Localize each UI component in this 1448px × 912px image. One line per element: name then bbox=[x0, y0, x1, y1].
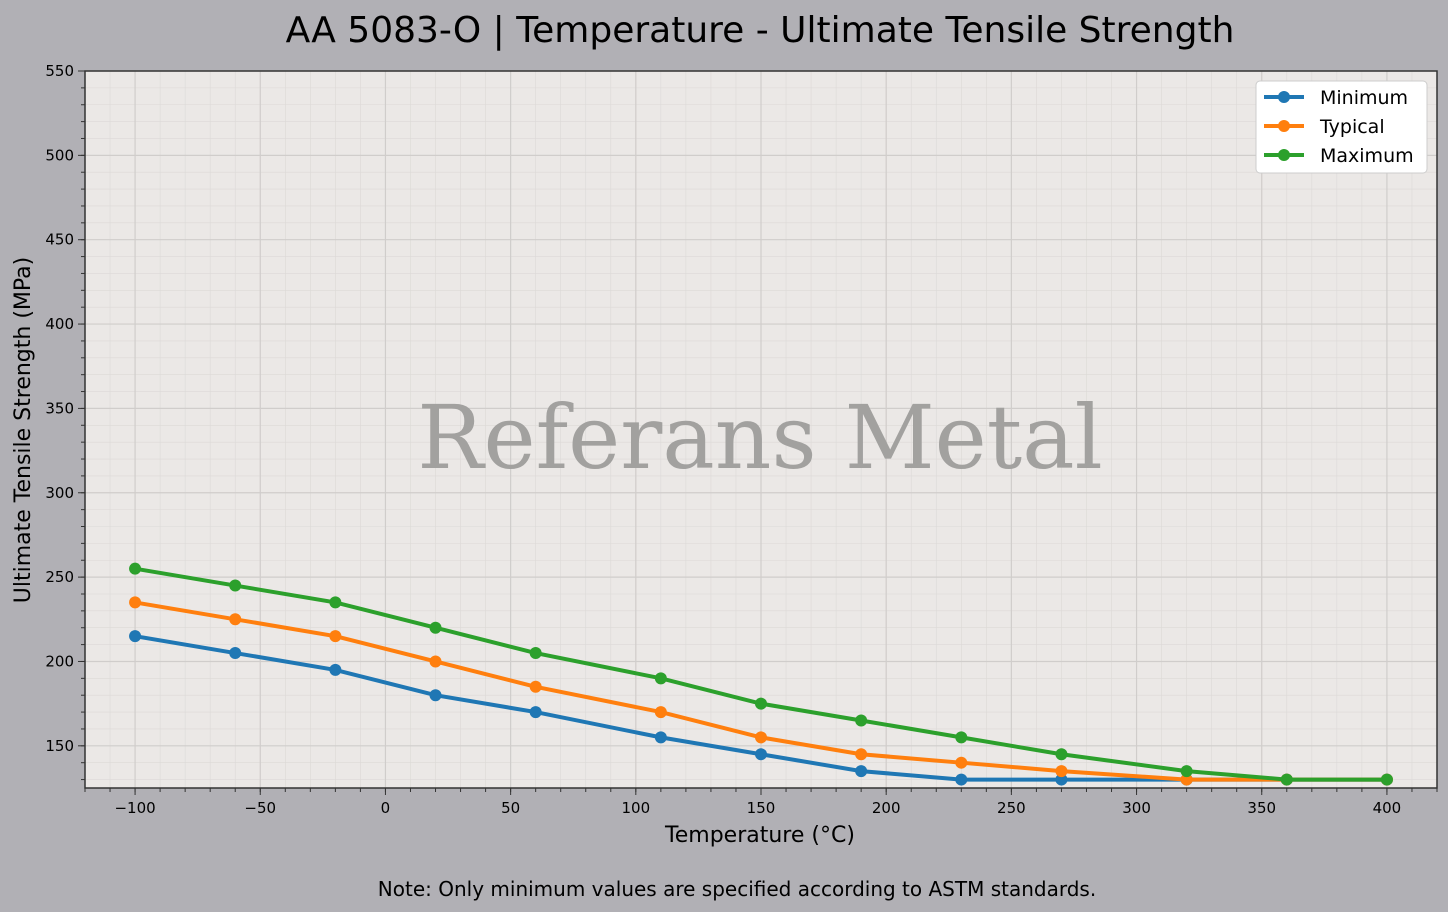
data-point-typical bbox=[1180, 773, 1193, 786]
data-point-typical bbox=[229, 613, 242, 626]
legend-label: Minimum bbox=[1320, 87, 1408, 109]
y-tick-label: 400 bbox=[45, 315, 74, 333]
data-point-minimum bbox=[329, 663, 342, 676]
series-group bbox=[129, 562, 1393, 786]
y-tick-label: 200 bbox=[45, 652, 74, 670]
y-tick-label: 350 bbox=[45, 399, 74, 417]
legend-label: Maximum bbox=[1320, 145, 1414, 167]
data-point-typical bbox=[129, 596, 142, 609]
legend-marker bbox=[1278, 120, 1290, 132]
data-point-maximum bbox=[229, 579, 242, 592]
chart-title: AA 5083-O | Temperature - Ultimate Tensi… bbox=[286, 10, 1235, 51]
data-point-typical bbox=[855, 748, 868, 761]
x-tick-label: 300 bbox=[1122, 799, 1151, 817]
y-tick-label: 250 bbox=[45, 568, 74, 586]
x-tick-label: 0 bbox=[381, 799, 391, 817]
data-point-maximum bbox=[1180, 765, 1193, 778]
note: Note: Only minimum values are specified … bbox=[378, 877, 1096, 901]
legend: Minimum Typical Maximum bbox=[1255, 80, 1428, 174]
data-point-typical bbox=[429, 655, 442, 668]
data-point-minimum bbox=[755, 748, 767, 761]
x-tick-label: 200 bbox=[872, 799, 901, 817]
data-point-minimum bbox=[529, 706, 542, 719]
y-tick-label: 500 bbox=[45, 146, 74, 164]
y-tick-label: 300 bbox=[45, 484, 74, 502]
data-point-typical bbox=[529, 680, 542, 693]
data-point-minimum bbox=[955, 773, 968, 786]
data-point-maximum bbox=[955, 731, 968, 744]
data-point-maximum bbox=[755, 697, 767, 710]
x-tick-label: 150 bbox=[747, 799, 776, 817]
data-point-typical bbox=[654, 706, 667, 719]
data-point-maximum bbox=[529, 647, 542, 660]
grid bbox=[84, 70, 1438, 788]
data-point-maximum bbox=[1280, 773, 1293, 786]
x-tick-label: 50 bbox=[501, 799, 520, 817]
data-point-minimum bbox=[429, 689, 442, 702]
legend-box bbox=[1255, 80, 1428, 174]
legend-marker bbox=[1278, 91, 1290, 103]
legend-marker bbox=[1278, 149, 1290, 161]
x-axis-label: Temperature (°C) bbox=[664, 823, 855, 848]
data-point-maximum bbox=[1055, 748, 1068, 761]
data-point-minimum bbox=[855, 765, 868, 778]
y-tick-label: 150 bbox=[45, 737, 74, 755]
data-point-minimum bbox=[654, 731, 667, 744]
data-point-typical bbox=[955, 756, 968, 769]
x-tick-label: 400 bbox=[1373, 799, 1402, 817]
x-tick-label: 250 bbox=[997, 799, 1026, 817]
legend-label: Typical bbox=[1319, 116, 1385, 138]
ticks: −100 −50 0 50 100 150 200 250 300 350 400 150 200 250… bbox=[45, 62, 1438, 817]
data-point-maximum bbox=[129, 562, 142, 575]
x-tick-label: −50 bbox=[244, 799, 276, 817]
data-point-maximum bbox=[1380, 773, 1393, 786]
data-point-typical bbox=[1055, 765, 1068, 778]
y-axis-label: Ultimate Tensile Strength (MPa) bbox=[11, 257, 36, 603]
y-tick-label: 550 bbox=[45, 62, 74, 80]
data-point-typical bbox=[329, 630, 342, 643]
data-point-typical bbox=[755, 731, 767, 744]
data-point-minimum bbox=[1055, 773, 1068, 786]
x-tick-label: −100 bbox=[114, 799, 155, 817]
watermark: Referans Metal bbox=[417, 386, 1102, 489]
x-tick-label: 100 bbox=[621, 799, 650, 817]
data-point-minimum bbox=[129, 630, 142, 643]
data-point-maximum bbox=[855, 714, 868, 727]
data-point-maximum bbox=[654, 672, 667, 685]
data-point-maximum bbox=[329, 596, 342, 609]
data-point-minimum bbox=[229, 647, 242, 660]
y-tick-label: 450 bbox=[45, 231, 74, 249]
data-point-maximum bbox=[429, 621, 442, 634]
x-tick-label: 350 bbox=[1247, 799, 1276, 817]
